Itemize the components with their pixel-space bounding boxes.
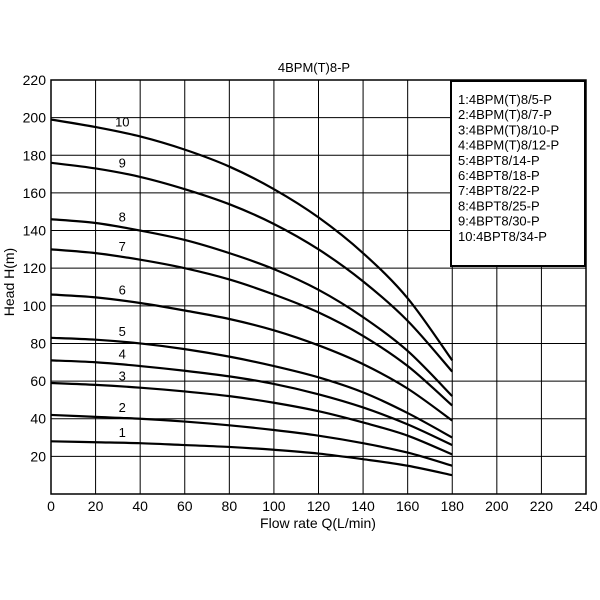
- y-tick-label: 220: [23, 72, 47, 88]
- series-line-4: [50, 359, 453, 447]
- x-tick-label: 0: [47, 498, 55, 514]
- legend-item: 4:4BPM(T)8/12-P: [458, 138, 559, 153]
- legend: 1:4BPM(T)8/5-P2:4BPM(T)8/7-P3:4BPM(T)8/1…: [450, 80, 586, 267]
- legend-item: 2:4BPM(T)8/7-P: [458, 107, 552, 122]
- series-lines: [50, 118, 454, 477]
- series-label-5: 5: [119, 324, 126, 339]
- series-line-5: [50, 336, 453, 439]
- legend-item: 6:4BPT8/18-P: [458, 168, 540, 183]
- series-labels: 1 2 3 4 5 6 7 8 9 10: [115, 115, 129, 440]
- legend-item: 3:4BPM(T)8/10-P: [458, 122, 559, 137]
- plot-area-frame: [50, 79, 587, 495]
- y-tick-label: 40: [30, 411, 46, 427]
- legend-item: 10:4BPT8/34-P: [458, 229, 547, 244]
- series-line-1: [50, 440, 453, 477]
- y-axis-ticks: 20 40 60 80 100 120 140 160 180 200 220: [23, 72, 47, 464]
- y-tick-label: 120: [23, 260, 47, 276]
- legend-item: 9:4BPT8/30-P: [458, 214, 540, 229]
- x-tick-label: 200: [485, 498, 509, 514]
- x-tick-label: 20: [88, 498, 104, 514]
- x-tick-label: 180: [441, 498, 465, 514]
- series-label-8: 8: [119, 210, 126, 225]
- series-label-3: 3: [119, 369, 126, 384]
- y-tick-label: 140: [23, 223, 47, 239]
- series-line-3: [50, 381, 453, 456]
- chart-title: 4BPM(T)8-P: [278, 60, 350, 75]
- series-label-6: 6: [119, 283, 126, 298]
- series-line-10: [50, 118, 454, 362]
- series-label-9: 9: [119, 156, 126, 171]
- x-tick-label: 220: [530, 498, 554, 514]
- series-line-6: [50, 293, 453, 422]
- series-label-10: 10: [115, 115, 129, 130]
- legend-item: 7:4BPT8/22-P: [458, 183, 540, 198]
- y-tick-label: 100: [23, 298, 47, 314]
- y-tick-label: 200: [23, 110, 47, 126]
- x-axis-ticks: 0 20 40 60 80 100 120 140 160 180 200 220 240: [47, 498, 598, 514]
- y-tick-label: 60: [30, 373, 46, 389]
- y-tick-label: 80: [30, 335, 46, 351]
- series-label-1: 1: [119, 425, 126, 440]
- y-tick-label: 20: [30, 448, 46, 464]
- x-tick-label: 140: [351, 498, 375, 514]
- x-tick-label: 160: [396, 498, 420, 514]
- x-tick-label: 100: [262, 498, 286, 514]
- x-tick-label: 240: [574, 498, 598, 514]
- y-tick-label: 180: [23, 147, 47, 163]
- series-line-8: [50, 218, 454, 397]
- series-label-7: 7: [119, 239, 126, 254]
- series-label-2: 2: [119, 400, 126, 415]
- legend-item: 1:4BPM(T)8/5-P: [458, 92, 552, 107]
- series-line-2: [50, 413, 453, 467]
- x-tick-label: 40: [132, 498, 148, 514]
- x-tick-label: 120: [307, 498, 331, 514]
- series-line-9: [50, 161, 454, 373]
- y-tick-label: 160: [23, 185, 47, 201]
- legend-item: 8:4BPT8/25-P: [458, 198, 540, 213]
- series-label-4: 4: [119, 347, 126, 362]
- x-axis-title: Flow rate Q(L/min): [260, 515, 376, 531]
- legend-item: 5:4BPT8/14-P: [458, 153, 540, 168]
- y-axis-title: Head H(m): [1, 248, 17, 316]
- x-tick-label: 80: [222, 498, 238, 514]
- legend-box: [450, 80, 586, 267]
- series-line-7: [50, 248, 453, 407]
- x-tick-label: 60: [177, 498, 193, 514]
